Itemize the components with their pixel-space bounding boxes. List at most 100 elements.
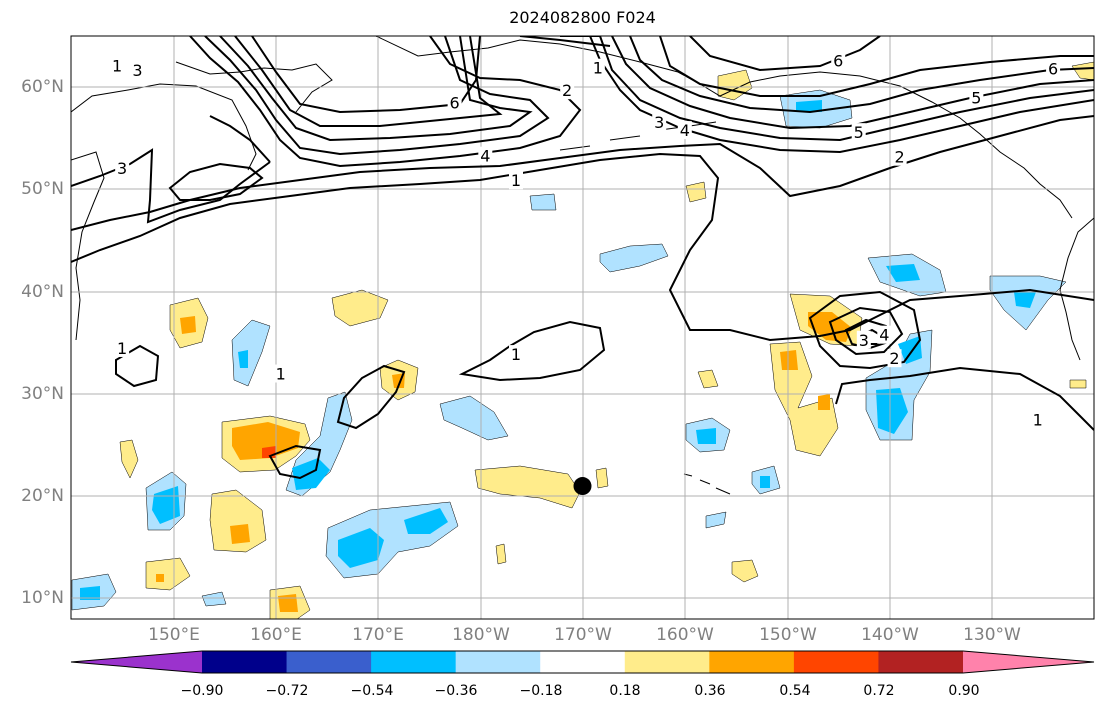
shade-positive-strong bbox=[180, 316, 196, 334]
contour-label: 5 bbox=[854, 123, 864, 142]
contour-label: 1 bbox=[511, 171, 521, 190]
asia-coastline bbox=[71, 83, 257, 341]
contour-line bbox=[71, 115, 271, 224]
shade-positive bbox=[595, 467, 609, 489]
colorbar-segment bbox=[624, 651, 710, 673]
colorbar-tick-label: −0.90 bbox=[180, 683, 224, 699]
shade-positive bbox=[769, 341, 839, 457]
contour-label: 6 bbox=[1048, 60, 1058, 79]
colorbar-tick-label: 0.18 bbox=[609, 683, 641, 699]
lon-label: 160°W bbox=[656, 625, 714, 645]
lat-label: 20°N bbox=[21, 486, 64, 506]
shade-negative-strong bbox=[1014, 292, 1036, 308]
lon-label: 180°W bbox=[452, 625, 510, 645]
contour-label: 4 bbox=[680, 121, 690, 140]
contour-line bbox=[519, 36, 611, 47]
contour-line bbox=[336, 364, 406, 430]
shade-negative-strong bbox=[292, 458, 330, 490]
contour-line bbox=[629, 36, 1094, 114]
contour-label-bg bbox=[851, 123, 866, 142]
contour-label: 3 bbox=[859, 331, 869, 350]
contour-label: 6 bbox=[450, 93, 460, 112]
colorbar-tick-label: −0.36 bbox=[434, 683, 478, 699]
shade-positive-strong bbox=[818, 394, 830, 410]
contour-label-bg bbox=[447, 93, 462, 112]
colorbar-segment bbox=[540, 651, 626, 673]
contour-label-bg bbox=[110, 56, 125, 75]
colorbar-segment bbox=[286, 651, 372, 673]
contour-label-bg bbox=[652, 112, 667, 131]
colorbar-segment bbox=[455, 651, 541, 673]
contour-label-bg bbox=[115, 158, 130, 177]
lon-label: 170°W bbox=[554, 625, 612, 645]
shade-negative-strong bbox=[338, 528, 384, 568]
contour-line bbox=[71, 115, 1094, 231]
lon-label: 150°E bbox=[148, 625, 200, 645]
shade-negative bbox=[231, 319, 271, 387]
north-america-coastline bbox=[1059, 217, 1094, 361]
contour-label: 2 bbox=[895, 148, 905, 167]
shaded-anomaly-field bbox=[71, 61, 1094, 619]
shade-negative bbox=[439, 395, 509, 441]
shade-negative bbox=[705, 511, 727, 529]
contour-label-bg bbox=[560, 81, 575, 100]
contour-label: 1 bbox=[511, 345, 521, 364]
colorbar-segment bbox=[878, 651, 964, 673]
contour-line bbox=[808, 290, 922, 370]
coastlines bbox=[71, 36, 1094, 495]
shade-positive bbox=[209, 489, 267, 553]
contour-line bbox=[234, 36, 503, 127]
shade-positive bbox=[697, 369, 719, 389]
contour-label-bg bbox=[1046, 59, 1061, 78]
contour-label-bg bbox=[887, 349, 902, 368]
shade-positive bbox=[731, 559, 759, 583]
lon-label: 150°W bbox=[759, 625, 817, 645]
colorbar-tick-label: −0.54 bbox=[350, 683, 394, 699]
contour-label-bg bbox=[509, 345, 524, 364]
contour-label-bg bbox=[856, 330, 871, 349]
contour-label: 4 bbox=[480, 147, 490, 166]
contour-label-bg bbox=[892, 147, 907, 166]
contour-line bbox=[828, 306, 904, 356]
contour-line bbox=[611, 36, 1094, 130]
shade-positive bbox=[1071, 61, 1094, 81]
lon-label: 170°E bbox=[352, 625, 404, 645]
shade-positive bbox=[1069, 379, 1087, 389]
contour-label: 3 bbox=[117, 159, 127, 178]
colorbar-segment bbox=[202, 651, 288, 673]
hawaii-islands bbox=[683, 473, 731, 495]
contour-lines bbox=[71, 36, 1094, 480]
lon-label: 160°E bbox=[250, 625, 302, 645]
map-title: 2024082800 F024 bbox=[509, 8, 656, 27]
contour-label: 1 bbox=[593, 59, 603, 78]
lat-label: 50°N bbox=[21, 179, 64, 199]
shade-negative-strong bbox=[80, 586, 100, 600]
contour-label: 1 bbox=[117, 339, 127, 358]
shade-positive-strong bbox=[230, 524, 250, 544]
contour-label-bg bbox=[115, 338, 130, 357]
contour-line bbox=[599, 36, 1094, 142]
lat-label: 60°N bbox=[21, 77, 64, 97]
colorbar-tick-label: 0.90 bbox=[948, 683, 980, 699]
contour-label-bg bbox=[677, 121, 692, 140]
contour-line bbox=[268, 444, 322, 480]
contour-label: 4 bbox=[879, 326, 889, 345]
map-frame bbox=[70, 35, 1095, 620]
contour-line bbox=[589, 36, 1094, 154]
contour-line bbox=[189, 36, 582, 168]
contour-label: 2 bbox=[889, 349, 899, 368]
shade-negative-strong bbox=[876, 388, 908, 434]
shade-negative-strong bbox=[238, 350, 248, 368]
contour-label-bg bbox=[969, 88, 984, 107]
lat-label: 10°N bbox=[21, 588, 64, 608]
contour-line bbox=[835, 366, 1094, 431]
lon-label: 130°W bbox=[963, 625, 1021, 645]
contour-label-bg bbox=[1030, 410, 1045, 429]
colorbar-outline bbox=[70, 650, 1095, 674]
contour-label-bg bbox=[877, 325, 892, 344]
shade-negative-strong bbox=[404, 508, 448, 534]
contour-label-bg bbox=[590, 58, 605, 77]
contour-label: 1 bbox=[112, 57, 122, 76]
